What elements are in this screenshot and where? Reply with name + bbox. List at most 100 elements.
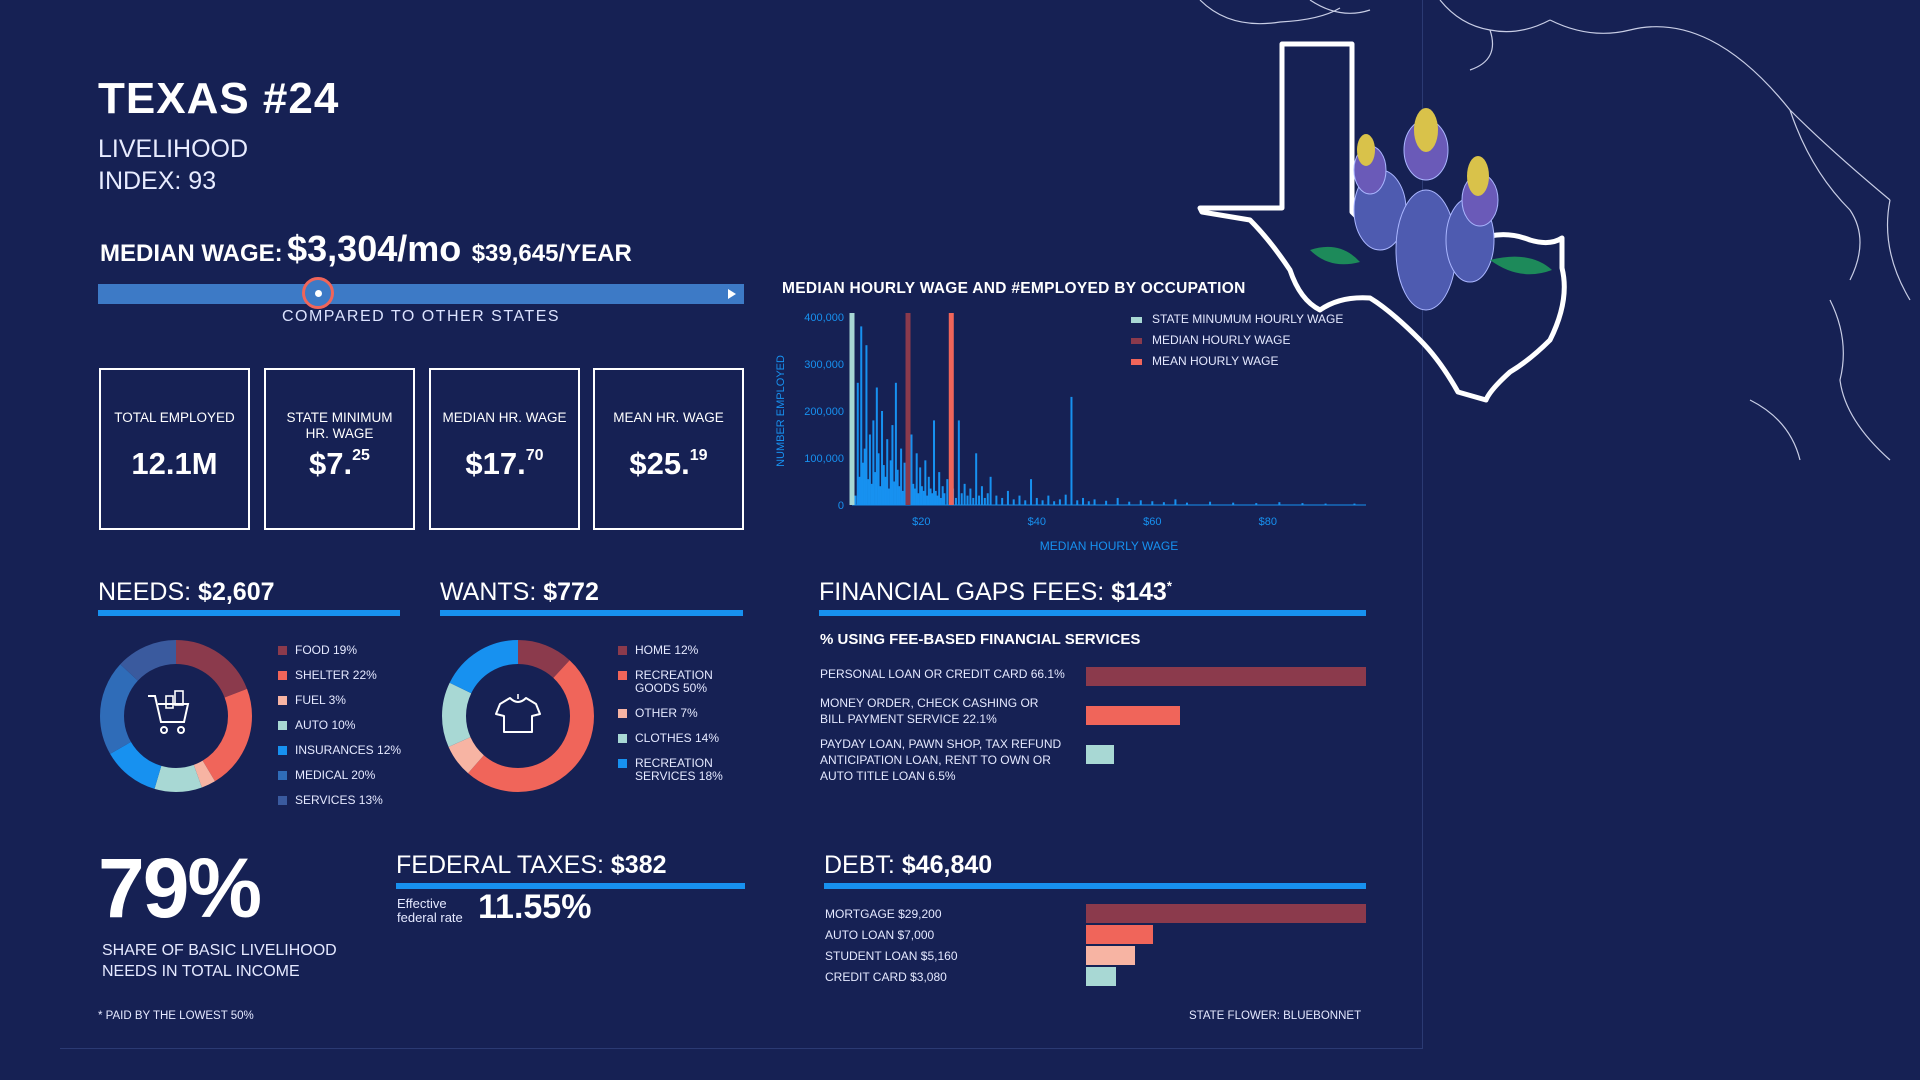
legend-swatch [278,696,287,705]
state-rank-bar [98,284,744,304]
state-rank-marker [301,277,334,309]
t-shirt-icon [495,694,541,733]
histogram-bar [877,453,880,505]
legend-swatch [618,646,627,655]
histogram-bar [995,495,998,505]
legend-swatch [278,796,287,805]
histogram-bar [975,453,978,505]
taxes-heading: FEDERAL TAXES: $382 [396,851,667,879]
wants-rule [440,610,743,616]
histogram-bar [941,486,944,505]
legend-label: HOME 12% [635,643,699,657]
stat-label: MEAN HR. WAGE [613,410,724,425]
histogram-bar [891,425,894,505]
histogram-bar [939,497,942,505]
legend-swatch [1131,338,1142,344]
histogram-bar [912,483,915,505]
histogram-bar [919,467,922,505]
histogram-bar [1018,495,1021,505]
legend-swatch [618,709,627,718]
y-tick-label: 100,000 [804,453,844,465]
histogram-bar [896,469,899,505]
histogram-bar [931,493,934,505]
histogram-bar [875,387,878,505]
histogram-bar [1012,499,1015,505]
histogram-bar [969,488,972,505]
histogram-bar [1278,502,1281,505]
legend-label: SERVICES 13% [295,793,383,807]
histogram-bar [920,486,923,505]
donut-slice [100,640,252,792]
frame-divider-vertical [1422,0,1423,1048]
fee-bar-label: MONEY ORDER, CHECK CASHING OR BILL PAYME… [820,696,1039,726]
tax-rate-label: Effective federal rate [397,896,463,925]
legend-swatch [278,671,287,680]
histogram-bar [915,453,918,505]
debt-bar [1086,946,1136,965]
histogram-bar [898,486,901,505]
histogram-bar [1255,503,1258,505]
y-axis-label: NUMBER EMPLOYED [775,355,787,467]
legend-label: FOOD 19% [295,643,358,657]
histogram-bar [980,486,983,505]
histogram-bar [1030,479,1033,505]
legend-item: OTHER 7% [618,703,725,720]
debt-label: AUTO LOAN $7,000 [825,928,935,942]
histogram-bar [1151,501,1154,505]
histogram-bar [1006,490,1009,505]
frame-divider-horizontal [60,1048,1423,1049]
histogram-bar [1105,500,1108,505]
wage-histogram-chart: 0 100,000 200,000 300,000 400,000 $20 $40 $60 $8… [775,312,1366,553]
legend-label: SHELTER 22% [295,668,377,682]
histogram-bar [933,420,936,505]
needs-donut-chart [100,640,252,792]
legend-item: FOOD 19% [278,640,401,657]
page-subtitle: LIVELIHOOD INDEX: 93 [98,133,248,197]
legend-item: INSURANCES 12% [278,740,401,757]
stat-value: $25.19 [629,446,708,481]
legend-item: SERVICES 13% [278,790,401,807]
shopping-cart-icon [148,690,190,734]
reference-line [905,313,911,505]
bluebonnet-flowers [1310,108,1552,311]
taxes-rule [396,883,745,889]
histogram-bar [889,460,892,505]
histogram-bar [879,486,882,505]
histogram-bar [1093,499,1096,505]
histogram-bar [863,448,866,505]
legend-swatch [278,721,287,730]
histogram-bar [1174,499,1177,505]
median-wage-heading: MEDIAN WAGE: $3,304/mo $39,645/YEAR [100,228,632,270]
debt-rule [824,883,1366,889]
fees-subtitle: % USING FEE-BASED FINANCIAL SERVICES [820,631,1141,648]
legend-label: MEDICAL 20% [295,768,376,782]
debt-bar [1086,925,1154,944]
stat-label: MEDIAN HR. WAGE [442,410,567,425]
donut-slice [442,640,594,792]
histogram-bar [966,495,969,505]
histogram-bar [868,434,871,505]
histogram-bar [894,382,897,505]
y-tick-label: 300,000 [804,359,844,371]
histogram-bar [1001,497,1004,505]
y-tick-label: 0 [838,500,844,512]
histogram-bar [1070,396,1073,505]
histogram-bar [986,493,989,505]
histogram-bar [867,479,870,505]
donut-slice [100,640,252,792]
median-wage-yearly: $39,645/YEAR [471,240,632,267]
histogram-bar [943,493,946,505]
reference-line [849,313,855,505]
histogram-bar [1232,502,1235,505]
rank-dot-icon [314,290,322,297]
wage-chart-title: MEDIAN HOURLY WAGE AND #EMPLOYED BY OCCU… [782,280,1246,297]
histogram-bar [926,495,929,505]
histogram-bar [1116,497,1119,505]
debt-label: CREDIT CARD $3,080 [825,970,947,984]
histogram-bar [900,448,903,505]
histogram-bar [854,495,857,505]
legend-label: CLOTHES 14% [635,731,720,745]
stat-label: TOTAL EMPLOYED [114,410,235,425]
legend-label: RECREATION SERVICES 18% [635,756,723,783]
histogram-bar [1324,503,1327,505]
